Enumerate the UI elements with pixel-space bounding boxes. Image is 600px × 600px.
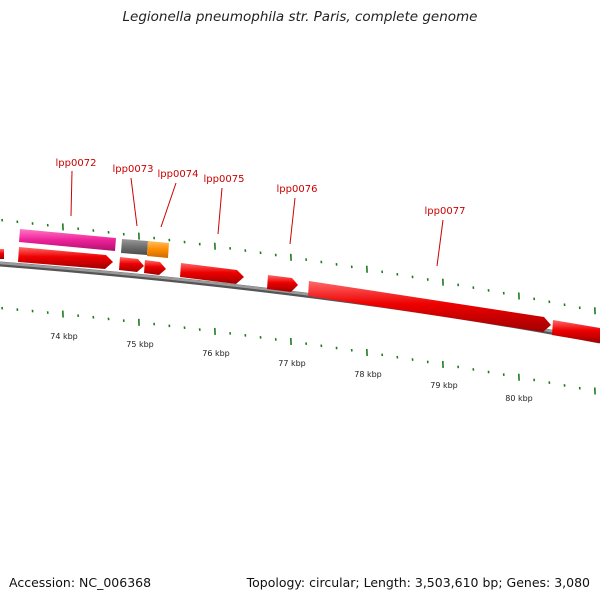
genome-map: lpp0072 lpp0073 lpp0074 lpp0075 lpp0076 …: [0, 0, 600, 600]
feature-magenta[interactable]: [19, 229, 116, 251]
leader-lpp0073: [131, 178, 137, 226]
gene-label-lpp0077[interactable]: lpp0077: [425, 206, 466, 217]
scale-label-74kbp: 74 kbp: [50, 332, 78, 341]
leader-lpp0075: [218, 188, 222, 234]
gene-arrow-lpp0072[interactable]: [0, 249, 4, 259]
gene-arrow-edge[interactable]: [552, 320, 600, 343]
leader-lpp0076: [290, 198, 295, 244]
gene-label-lpp0073[interactable]: lpp0073: [113, 164, 154, 175]
scale-label-80kbp: 80 kbp: [505, 394, 533, 403]
leader-lpp0074: [161, 183, 176, 227]
feature-gray[interactable]: [121, 239, 148, 255]
feature-orange[interactable]: [147, 241, 169, 258]
gene-arrow-large[interactable]: [308, 281, 551, 332]
scale-label-75kbp: 75 kbp: [126, 340, 154, 349]
gene-arrow-lpp0077[interactable]: [267, 275, 298, 292]
gene-arrow-lpp0074[interactable]: [119, 257, 144, 272]
scale-label-79kbp: 79 kbp: [430, 381, 458, 390]
gene-label-lpp0075[interactable]: lpp0075: [204, 174, 245, 185]
genome-backbone: [0, 264, 600, 341]
accession-text: Accession: NC_006368: [9, 575, 151, 590]
genome-backbone-highlight: [0, 263, 600, 340]
leader-lpp0077: [437, 220, 443, 266]
leader-lpp0072: [71, 171, 72, 216]
gene-label-lpp0076[interactable]: lpp0076: [277, 184, 318, 195]
gene-label-lpp0072[interactable]: lpp0072: [56, 158, 97, 169]
gene-arrow-lpp0075[interactable]: [144, 260, 166, 275]
scale-label-77kbp: 77 kbp: [278, 359, 306, 368]
scale-label-76kbp: 76 kbp: [202, 349, 230, 358]
gene-label-lpp0074[interactable]: lpp0074: [158, 169, 199, 180]
scale-label-78kbp: 78 kbp: [354, 370, 382, 379]
genome-summary-text: Topology: circular; Length: 3,503,610 bp…: [247, 575, 590, 590]
